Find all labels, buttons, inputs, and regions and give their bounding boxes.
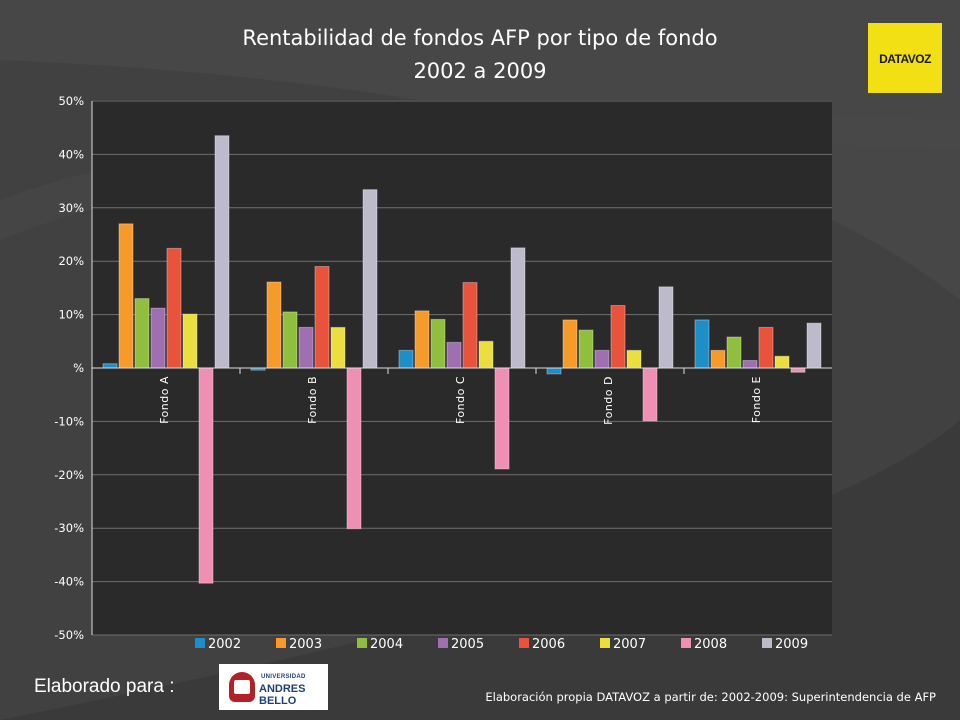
chart-title: Rentabilidad de fondos AFP por tipo de f… — [242, 26, 718, 50]
bar-2007-fondo-b — [330, 326, 346, 369]
bar-2002-fondo-d — [546, 367, 562, 375]
legend-swatch — [762, 638, 772, 648]
bar-2006-fondo-b — [314, 266, 330, 369]
partner-logo-line2: ANDRES BELLO — [259, 683, 306, 707]
y-tick-label: 10% — [58, 308, 84, 322]
datavoz-logo-text: DATAVOZ — [879, 52, 931, 66]
bar-2007-fondo-d — [626, 349, 642, 369]
bar-2007-fondo-c — [478, 340, 494, 369]
chart-title-block: Rentabilidad de fondos AFP por tipo de f… — [180, 22, 780, 88]
y-tick-label: -40% — [54, 575, 84, 589]
bar-2009-fondo-a — [214, 135, 230, 369]
legend-swatch — [438, 638, 448, 648]
y-tick-label: -50% — [54, 628, 84, 642]
legend-label: 2004 — [370, 637, 403, 652]
bar-2005-fondo-c — [446, 341, 462, 369]
category-label: Fondo E — [750, 376, 763, 423]
y-tick-label: -20% — [54, 468, 84, 482]
bar-2004-fondo-e — [726, 336, 742, 369]
legend-label: 2007 — [613, 637, 646, 652]
bar-2007-fondo-e — [774, 355, 790, 369]
legend-label: 2005 — [451, 637, 484, 652]
legend-label: 2006 — [532, 637, 565, 652]
bar-2008-fondo-e — [790, 367, 806, 373]
y-tick-label: 30% — [58, 201, 84, 215]
axes: 50% 40% 30% 20% 10%% -10% -20% -30% -40% -50% Fond… — [54, 94, 832, 642]
category-label: Fondo D — [602, 376, 615, 425]
legend-swatch — [357, 638, 367, 648]
legend-swatch — [681, 638, 691, 648]
bar-2005-fondo-b — [298, 326, 314, 369]
bar-2009-fondo-d — [658, 286, 674, 369]
bar-2008-fondo-b — [346, 367, 362, 530]
bar-2007-fondo-a — [182, 313, 198, 369]
bar-2006-fondo-d — [610, 305, 626, 369]
bar-2009-fondo-c — [510, 247, 526, 369]
chart-subtitle: 2002 a 2009 — [413, 59, 547, 83]
category-label: Fondo A — [158, 376, 171, 424]
bar-2003-fondo-e — [710, 349, 726, 369]
datavoz-logo: DATAVOZ — [868, 23, 942, 93]
bar-2009-fondo-b — [362, 189, 378, 369]
legend-label: 2009 — [775, 637, 808, 652]
bar-2008-fondo-d — [642, 367, 658, 422]
bar-2004-fondo-a — [134, 298, 150, 369]
bar-2004-fondo-b — [282, 311, 298, 369]
y-tick-label: 40% — [58, 147, 84, 161]
bar-2005-fondo-e — [742, 360, 758, 369]
bar-2006-fondo-c — [462, 282, 478, 369]
y-tick-label: 50% — [58, 94, 84, 108]
y-tick-label: 20% — [58, 254, 84, 268]
legend-swatch — [600, 638, 610, 648]
y-tick-label: -30% — [54, 521, 84, 535]
legend-swatch — [519, 638, 529, 648]
partner-logo-line1: UNIVERSIDAD — [261, 674, 306, 680]
footer-label: Elaborado para : — [34, 676, 175, 697]
legend-label: 2002 — [208, 637, 241, 652]
y-tick-label: -10% — [54, 414, 84, 428]
bar-2002-fondo-e — [694, 319, 710, 369]
bar-2006-fondo-e — [758, 326, 774, 369]
bar-2003-fondo-c — [414, 310, 430, 369]
source-note: Elaboración propia DATAVOZ a partir de: … — [485, 690, 936, 704]
bar-2004-fondo-d — [578, 329, 594, 369]
legend-swatch — [276, 638, 286, 648]
bar-2003-fondo-a — [118, 223, 134, 369]
bar-2005-fondo-a — [150, 307, 166, 369]
bar-2006-fondo-a — [166, 247, 182, 369]
category-label: Fondo C — [454, 376, 467, 424]
bar-2008-fondo-c — [494, 367, 510, 470]
legend: 2002 2003 2004 2005 2006 2007 2008 2009 — [195, 637, 808, 652]
bar-2005-fondo-d — [594, 349, 610, 369]
bar-2009-fondo-e — [806, 322, 822, 369]
y-tick-label: % — [73, 361, 84, 375]
bar-2002-fondo-a — [102, 363, 118, 369]
bar-2002-fondo-c — [398, 349, 414, 369]
bar-2008-fondo-a — [198, 367, 214, 584]
legend-label: 2008 — [694, 637, 727, 652]
bar-2003-fondo-b — [266, 281, 282, 369]
bar-2004-fondo-c — [430, 318, 446, 369]
universidad-andres-bello-logo: UNIVERSIDAD ANDRES BELLO — [219, 664, 328, 710]
bar-2003-fondo-d — [562, 319, 578, 369]
crest-icon — [229, 672, 255, 702]
legend-label: 2003 — [289, 637, 322, 652]
legend-swatch — [195, 638, 205, 648]
category-label: Fondo B — [306, 376, 319, 424]
